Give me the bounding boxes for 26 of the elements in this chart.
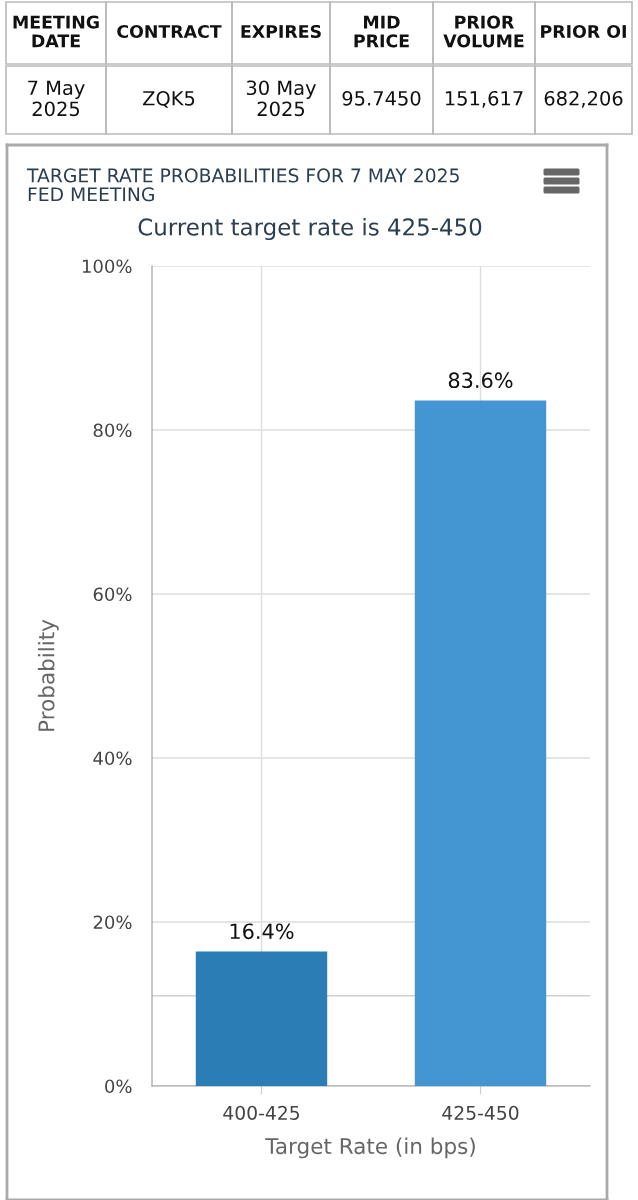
chart-subtitle: Current target rate is 425-450 xyxy=(138,217,482,241)
x-axis-title: Target Rate (in bps) xyxy=(265,1137,475,1159)
data-label: 83.6% xyxy=(448,372,513,389)
y-axis-title: Probability xyxy=(37,619,59,731)
text: PRIOR OI xyxy=(541,24,626,39)
data-label: 16.4% xyxy=(230,923,294,940)
text: 151,617 xyxy=(445,90,523,108)
chart-title: TARGET RATE PROBABILITIES FOR 7 MAY 2025 FED MEETING xyxy=(26,168,459,202)
y-tick-label: 40% xyxy=(93,751,132,766)
x-tick-label: 425-450 xyxy=(442,1105,519,1120)
text: MID PRICE xyxy=(354,15,409,48)
text: 7 May 2025 xyxy=(28,80,85,117)
text: ZQK5 xyxy=(143,90,195,108)
text: MEETING DATE xyxy=(13,15,99,48)
text: PRIOR VOLUME xyxy=(443,15,524,48)
y-tick-label: 0% xyxy=(105,1079,132,1094)
y-tick-label: 60% xyxy=(93,587,132,602)
y-tick-label: 20% xyxy=(93,915,132,930)
text: CONTRACT xyxy=(117,24,222,39)
text: 682,206 xyxy=(544,90,623,108)
text: EXPIRES xyxy=(241,24,321,39)
x-tick-label: 400-425 xyxy=(223,1105,300,1120)
text: 30 May 2025 xyxy=(246,80,316,117)
y-tick-label: 100% xyxy=(82,259,132,274)
y-tick-label: 80% xyxy=(93,423,132,438)
text: 95.7450 xyxy=(342,90,421,106)
